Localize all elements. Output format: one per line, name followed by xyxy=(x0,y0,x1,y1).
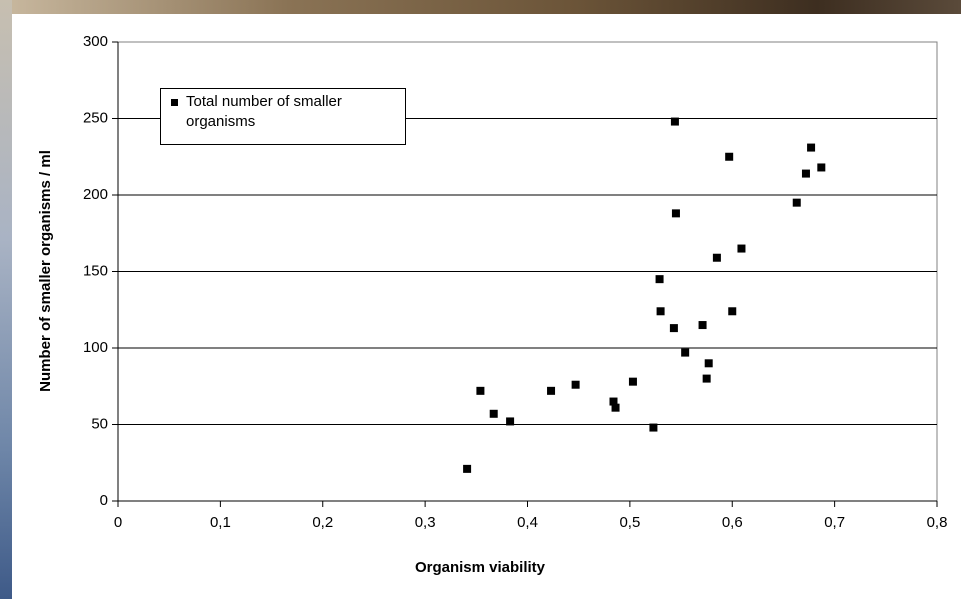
chart-area xyxy=(12,14,961,599)
y-tick-label: 100 xyxy=(83,339,108,356)
y-tick-label: 200 xyxy=(83,186,108,203)
data-point xyxy=(681,348,690,357)
data-point xyxy=(737,244,746,253)
data-point xyxy=(463,464,472,473)
data-point xyxy=(669,324,678,333)
y-tick-label: 50 xyxy=(91,415,108,432)
x-tick-label: 0,7 xyxy=(824,514,845,531)
data-point xyxy=(671,209,680,218)
data-point xyxy=(655,275,664,284)
data-point xyxy=(712,253,721,262)
data-point xyxy=(704,359,713,368)
data-point xyxy=(817,163,826,172)
data-point xyxy=(571,380,580,389)
background-photo xyxy=(0,0,961,14)
legend: Total number of smaller organisms xyxy=(160,88,406,145)
x-tick-label: 0,1 xyxy=(210,514,231,531)
y-tick-label: 150 xyxy=(83,262,108,279)
data-point xyxy=(489,409,498,418)
data-point xyxy=(807,143,816,152)
y-tick-label: 250 xyxy=(83,109,108,126)
y-tick-label: 0 xyxy=(100,492,108,509)
data-point xyxy=(702,374,711,383)
x-tick-label: 0,8 xyxy=(927,514,948,531)
legend-symbol xyxy=(171,99,178,106)
data-point xyxy=(628,377,637,386)
data-point xyxy=(670,117,679,126)
data-point xyxy=(728,307,737,316)
data-point xyxy=(656,307,665,316)
y-axis-label: Number of smaller organisms / ml xyxy=(37,150,54,392)
data-point xyxy=(611,403,620,412)
y-tick-label: 300 xyxy=(83,33,108,50)
x-tick-label: 0,4 xyxy=(517,514,538,531)
x-axis-label: Organism viability xyxy=(415,559,546,576)
x-tick-label: 0,2 xyxy=(312,514,333,531)
data-point xyxy=(547,386,556,395)
data-point xyxy=(649,423,658,432)
background-photo xyxy=(0,0,12,599)
data-point xyxy=(609,397,618,406)
x-tick-label: 0,3 xyxy=(415,514,436,531)
x-tick-label: 0 xyxy=(114,514,122,531)
data-point xyxy=(506,417,515,426)
data-point xyxy=(476,386,485,395)
data-point xyxy=(801,169,810,178)
x-tick-label: 0,5 xyxy=(619,514,640,531)
legend-label: Total number of smaller organisms xyxy=(186,93,342,130)
data-point xyxy=(698,321,707,330)
x-tick-label: 0,6 xyxy=(722,514,743,531)
data-point xyxy=(792,198,801,207)
data-point xyxy=(725,152,734,161)
